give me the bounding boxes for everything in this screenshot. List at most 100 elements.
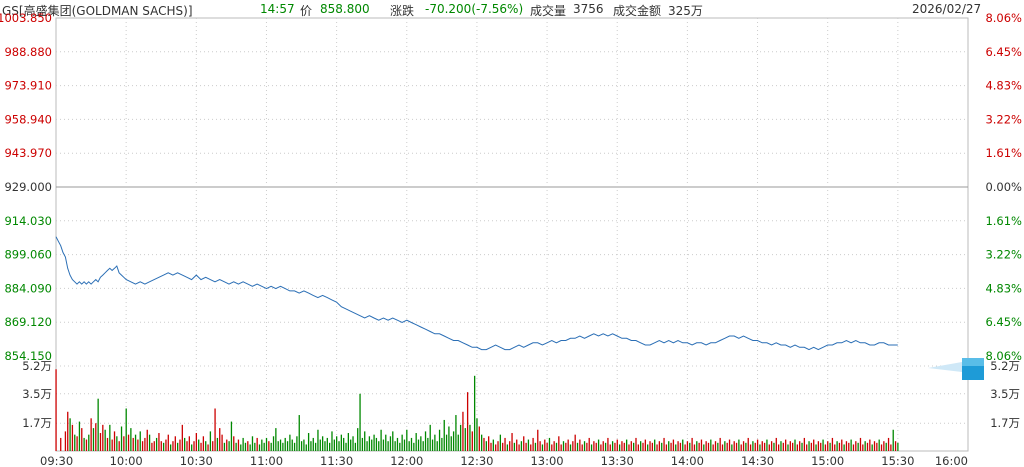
volume-bar (392, 431, 394, 451)
price-tick-label: 869.120 (4, 315, 52, 329)
volume-bar (401, 434, 403, 451)
volume-bar (649, 441, 651, 451)
price-tick-label: 914.030 (4, 214, 52, 228)
volume-bar (710, 439, 712, 451)
volume-bar (733, 441, 735, 451)
volume-bar (85, 439, 88, 451)
volume-bar (883, 441, 885, 451)
time-tick-label: 10:30 (180, 454, 213, 467)
volume-bar (389, 436, 392, 451)
percent-tick-label: 3.22% (985, 112, 1022, 126)
volume-bar (796, 444, 798, 451)
volume-bar (102, 424, 104, 451)
volume-bar (684, 444, 686, 451)
volume-bar (230, 421, 233, 451)
volume-bar (761, 441, 763, 451)
volume-bar (202, 436, 205, 451)
volume-bar (661, 442, 663, 451)
volume-bar (268, 441, 270, 451)
percent-tick-label: 6.45% (985, 315, 1022, 329)
volume-bar (859, 437, 862, 451)
volume-bar (343, 437, 345, 451)
volume-bar (780, 441, 782, 451)
volume-bar (174, 436, 176, 451)
volume-bar (520, 441, 523, 451)
volume-bar (892, 429, 894, 451)
volume-bar (894, 441, 897, 451)
volume-bar (289, 434, 291, 451)
volume-bar (60, 437, 62, 451)
volume-bar (462, 411, 464, 451)
volume-bar (340, 434, 342, 451)
volume-bar (298, 415, 300, 451)
volume-bar (326, 437, 328, 451)
volume-bar (167, 434, 169, 451)
volume-bar (555, 442, 558, 451)
volume-value: 3756 (573, 2, 604, 16)
volume-bar (249, 444, 251, 451)
volume-bar (485, 441, 487, 451)
volume-bar (67, 411, 69, 451)
volume-bar (768, 444, 770, 451)
scroll-handle-icon[interactable] (928, 358, 984, 380)
volume-bar (862, 444, 864, 451)
volume-bar (670, 442, 672, 451)
volume-bar (261, 439, 263, 451)
volume-bar (104, 429, 106, 451)
volume-bar (562, 441, 565, 451)
volume-bar (656, 444, 658, 451)
volume-bar (90, 418, 92, 451)
price-tick-label: 958.940 (4, 112, 52, 126)
volume-bar (223, 442, 226, 451)
volume-bar (752, 441, 754, 451)
volume-bar (541, 444, 544, 451)
volume-bar (756, 439, 759, 451)
volume-bar (293, 442, 296, 451)
volume-bar (513, 442, 516, 451)
volume-bar (745, 442, 747, 451)
volume-bar (195, 433, 198, 451)
volume-bar (130, 428, 132, 451)
volume-bar (272, 436, 275, 451)
volume-bar (431, 439, 434, 451)
volume-bar (810, 442, 813, 451)
volume-bar (265, 437, 268, 451)
volume-bar (488, 436, 490, 451)
volume-bar (553, 441, 555, 451)
volume-bar (773, 442, 775, 451)
time-tick-label: 13:00 (530, 454, 563, 467)
volume-bar (307, 433, 310, 451)
volume-bar (822, 439, 824, 451)
volume-bar (331, 431, 333, 451)
volume-bar (310, 441, 312, 451)
volume-bar (628, 444, 630, 451)
volume-bar (855, 441, 857, 451)
volume-tick-label: 1.7万 (22, 416, 52, 430)
volume-bar (146, 429, 148, 451)
volume-bar (787, 444, 789, 451)
volume-bar (635, 437, 637, 451)
time-tick-label: 11:30 (320, 454, 353, 467)
volume-bar (422, 441, 424, 451)
volume-bar (754, 442, 756, 451)
volume-bar (887, 437, 890, 451)
volume-bar (336, 436, 338, 451)
volume-bar (623, 442, 625, 451)
volume-bar (609, 444, 611, 451)
volume-bar (324, 441, 326, 451)
time-tick-label: 12:30 (460, 454, 493, 467)
volume-bar (413, 442, 415, 451)
volume-bar (651, 442, 654, 451)
volume-bars (55, 369, 899, 451)
volume-bar (885, 442, 887, 451)
volume-bar (277, 441, 279, 451)
volume-bar (338, 441, 340, 451)
volume-bar (406, 429, 408, 451)
grid (55, 17, 969, 452)
percent-tick-label: 1.61% (985, 214, 1022, 228)
volume-bar (319, 439, 321, 451)
volume-bar (682, 439, 684, 451)
volume-bar (871, 444, 873, 451)
volume-bar (55, 369, 57, 451)
volume-bar (172, 441, 174, 451)
